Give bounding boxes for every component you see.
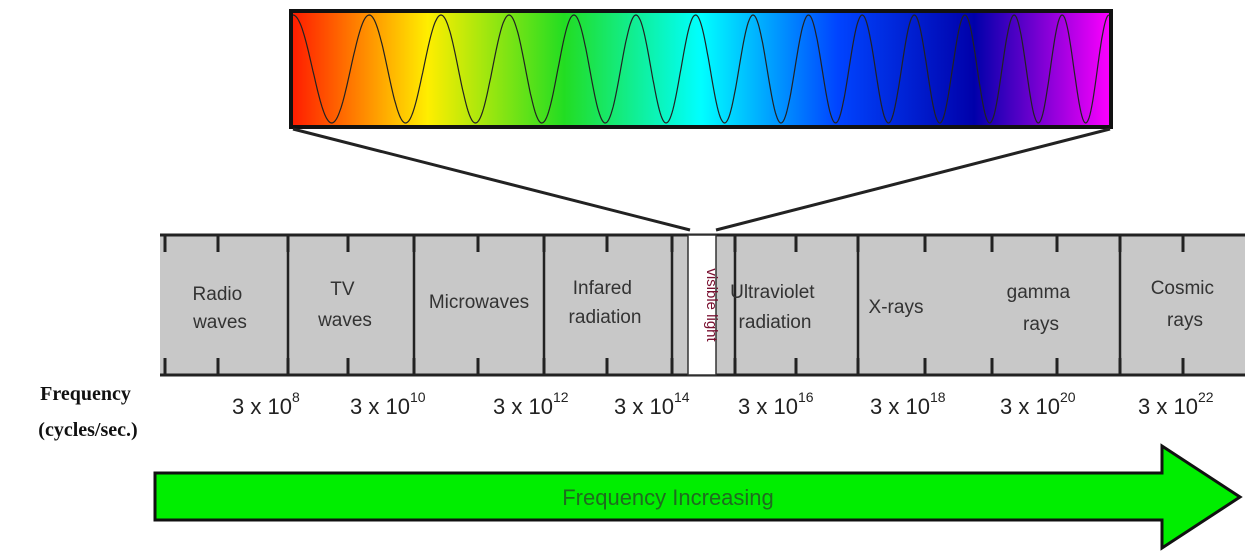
spectrum-gradient — [289, 9, 1113, 129]
arrow-label: Frequency Increasing — [562, 485, 774, 510]
frequency-value: 3 x 1014 — [614, 389, 690, 419]
frequency-value: 3 x 1020 — [1000, 389, 1076, 419]
frequency-value: 3 x 1016 — [738, 389, 814, 419]
band-label-tv: TV waves — [317, 279, 372, 331]
band-label-xrays: X-rays — [869, 297, 924, 318]
frequency-value: 3 x 1010 — [350, 389, 426, 419]
band-strip: Radio waves TV waves Microwaves Infared … — [160, 233, 1245, 377]
frequency-value: 3 x 1012 — [493, 389, 569, 419]
frequency-increasing-arrow: Frequency Increasing — [153, 443, 1243, 551]
frequency-axis-label: Frequency (cycles/sec.) — [38, 383, 137, 441]
zoom-line-left — [292, 127, 691, 232]
frequency-value: 3 x 108 — [232, 389, 300, 419]
band-label-gamma: gamma rays — [1007, 282, 1076, 335]
frequency-value: 3 x 1022 — [1138, 389, 1214, 419]
band-label-radio: Radio waves — [192, 284, 247, 333]
visible-spectrum-inset — [289, 9, 1113, 232]
frequency-axis: Frequency (cycles/sec.) 3 x 108 3 x 1010… — [38, 383, 1213, 441]
zoom-line-right — [715, 127, 1111, 232]
band-label-cosmic: Cosmic rays — [1151, 278, 1220, 331]
band-label-ultraviolet: Ultraviolet radiation — [730, 282, 820, 333]
visible-light-slot — [687, 234, 717, 376]
band-ticks — [163, 235, 1185, 375]
band-label-microwaves: Microwaves — [429, 292, 529, 313]
band-label-visible-light: visible light — [703, 268, 720, 342]
band-label-infrared: Infared radiation — [569, 278, 642, 328]
frequency-value: 3 x 1018 — [870, 389, 946, 419]
spectrum-wave — [292, 14, 1110, 124]
arrow-shape — [153, 443, 1243, 551]
